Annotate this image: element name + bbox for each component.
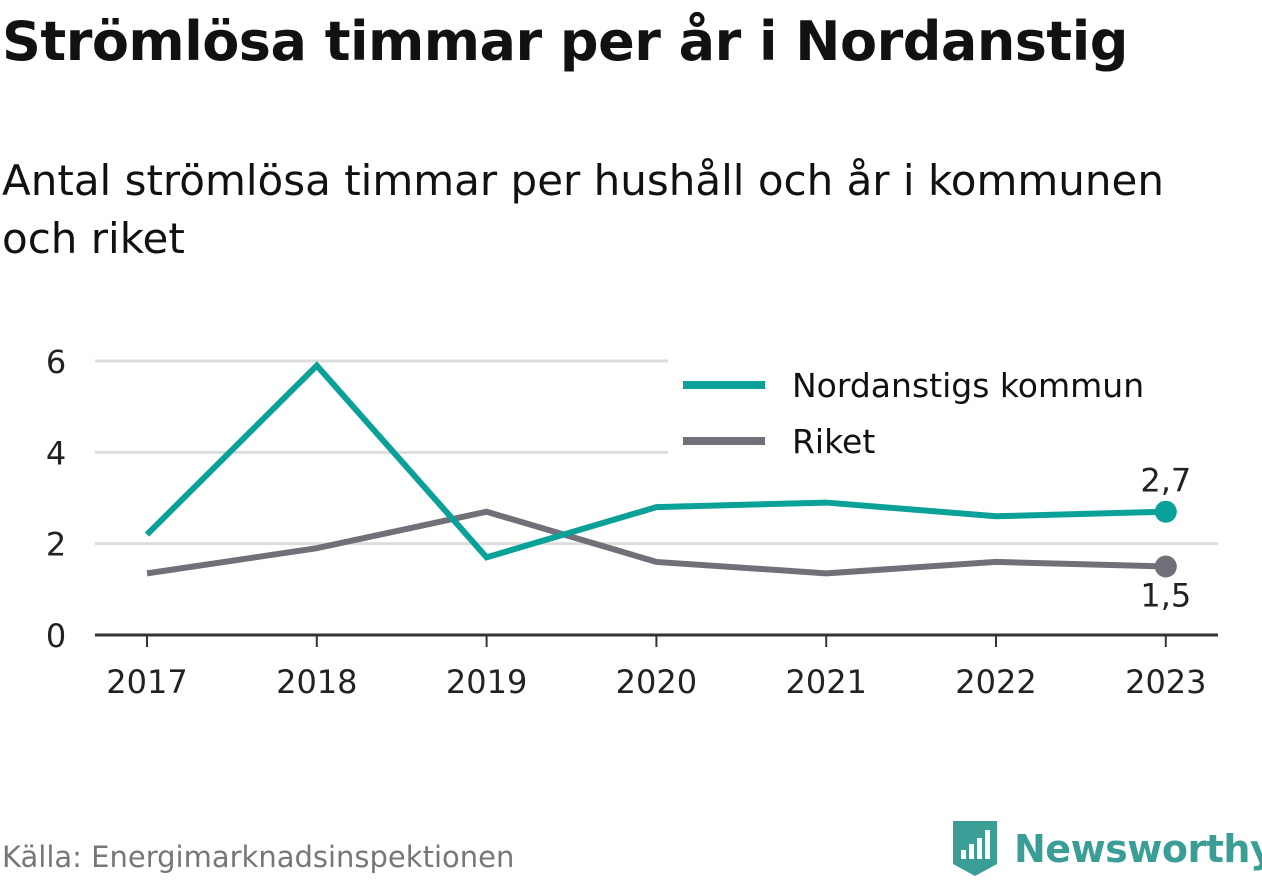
series — [144, 361, 1177, 578]
x-tick-label: 2023 — [1125, 663, 1206, 701]
legend-background — [668, 352, 1218, 470]
y-tick-label: 0 — [46, 617, 66, 655]
brand-logo: Newsworthy — [950, 818, 1262, 880]
data-label: 1,5 — [1140, 577, 1191, 615]
y-tick-label: 6 — [46, 343, 66, 381]
chart-title: Strömlösa timmar per år i Nordanstig — [2, 10, 1128, 73]
source-note: Källa: Energimarknadsinspektionen — [2, 840, 515, 874]
legend-label: Riket — [792, 422, 875, 461]
series-line — [144, 361, 1166, 561]
x-tick-label: 2018 — [276, 663, 357, 701]
legend: Nordanstigs kommun Riket — [668, 352, 1218, 470]
x-tick-label: 2022 — [955, 663, 1036, 701]
x-tick-label: 2021 — [785, 663, 866, 701]
x-tick-label: 2020 — [616, 663, 697, 701]
x-tick-label: 2017 — [106, 663, 187, 701]
line-chart: 0 2 4 6 2017 2018 2019 2020 2021 2022 2023 Nordans… — [46, 343, 1218, 701]
legend-label: Nordanstigs kommun — [792, 366, 1144, 405]
newsworthy-logo-icon — [953, 821, 997, 876]
axes: 0 2 4 6 2017 2018 2019 2020 2021 2022 2023 — [46, 343, 1218, 701]
data-label: 2,7 — [1140, 462, 1191, 500]
chart-subtitle: Antal strömlösa timmar per hushåll och å… — [2, 156, 1164, 263]
series-line — [146, 508, 1166, 577]
end-labels: 1,5 2,7 — [1140, 462, 1191, 615]
y-tick-label: 2 — [46, 526, 66, 564]
series-end-marker — [1154, 555, 1177, 578]
y-tick-label: 4 — [46, 434, 66, 472]
series-end-marker — [1154, 500, 1177, 523]
brand-name: Newsworthy — [1014, 827, 1262, 871]
x-tick-label: 2019 — [446, 663, 527, 701]
